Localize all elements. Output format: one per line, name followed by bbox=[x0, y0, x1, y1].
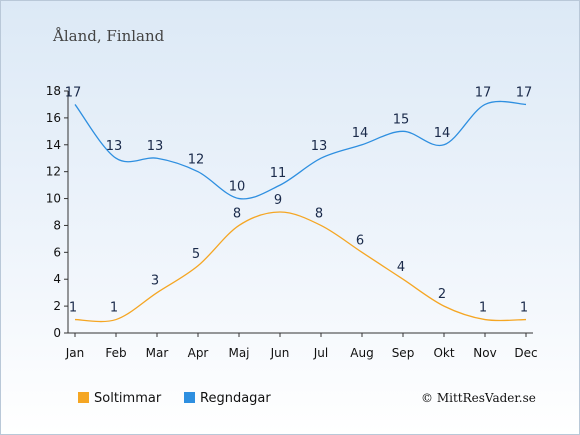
x-tick-label: Aug bbox=[350, 346, 373, 360]
x-tick-label: Jun bbox=[270, 346, 290, 360]
data-label-soltimmar: 1 bbox=[110, 301, 118, 316]
x-tick-label: Nov bbox=[473, 346, 496, 360]
data-label-regndagar: 14 bbox=[352, 126, 369, 141]
x-tick-label: Jul bbox=[313, 346, 328, 360]
legend-swatch-regndagar bbox=[184, 392, 195, 403]
x-tick-label: Jan bbox=[65, 346, 85, 360]
legend-label-regndagar: Regndagar bbox=[200, 391, 271, 406]
y-tick-label: 2 bbox=[53, 299, 61, 313]
y-tick-label: 10 bbox=[46, 192, 61, 206]
data-label-regndagar: 13 bbox=[311, 139, 328, 154]
y-tick-label: 0 bbox=[53, 326, 61, 340]
data-label-regndagar: 10 bbox=[229, 180, 246, 195]
legend-item-regndagar: Regndagar bbox=[184, 391, 271, 406]
legend-swatch-soltimmar bbox=[78, 392, 89, 403]
data-label-regndagar: 15 bbox=[393, 112, 410, 127]
y-tick-label: 12 bbox=[46, 165, 61, 179]
legend-label-soltimmar: Soltimmar bbox=[94, 391, 162, 406]
y-tick-label: 18 bbox=[46, 84, 61, 98]
x-tick-label: Feb bbox=[105, 346, 126, 360]
chart-title: Åland, Finland bbox=[53, 27, 165, 45]
legend-item-soltimmar: Soltimmar bbox=[78, 391, 161, 406]
x-tick-label: Okt bbox=[433, 346, 454, 360]
series-line-regndagar bbox=[74, 100, 527, 200]
data-label-soltimmar: 3 bbox=[151, 274, 159, 289]
data-label-soltimmar: 1 bbox=[520, 301, 528, 316]
data-label-soltimmar: 6 bbox=[356, 233, 364, 248]
data-label-soltimmar: 8 bbox=[315, 206, 323, 221]
x-tick-label: Apr bbox=[188, 346, 209, 360]
data-label-soltimmar: 1 bbox=[479, 301, 487, 316]
credit-text: © MittResVader.se bbox=[421, 391, 536, 405]
data-label-soltimmar: 9 bbox=[274, 193, 282, 208]
data-label-regndagar: 14 bbox=[434, 126, 451, 141]
data-label-soltimmar: 1 bbox=[69, 301, 77, 316]
data-label-soltimmar: 8 bbox=[233, 206, 241, 221]
data-label-regndagar: 13 bbox=[147, 139, 164, 154]
x-tick-label: Dec bbox=[514, 346, 537, 360]
data-label-regndagar: 11 bbox=[270, 166, 287, 181]
y-tick-label: 6 bbox=[53, 245, 61, 259]
data-label-regndagar: 17 bbox=[516, 85, 533, 100]
data-label-regndagar: 13 bbox=[106, 139, 123, 154]
data-label-regndagar: 17 bbox=[475, 85, 492, 100]
y-tick-label: 14 bbox=[46, 138, 61, 152]
x-tick-label: Mar bbox=[146, 346, 169, 360]
data-label-soltimmar: 5 bbox=[192, 247, 200, 262]
data-label-soltimmar: 2 bbox=[438, 287, 446, 302]
x-tick-label: Sep bbox=[392, 346, 415, 360]
data-label-soltimmar: 4 bbox=[397, 260, 405, 275]
series-line-soltimmar bbox=[74, 211, 527, 323]
x-tick-label: Maj bbox=[228, 346, 249, 360]
y-tick-label: 8 bbox=[53, 218, 61, 232]
data-label-regndagar: 12 bbox=[188, 153, 205, 168]
series-lines bbox=[74, 100, 527, 323]
y-tick-label: 16 bbox=[46, 111, 61, 125]
y-tick-label: 4 bbox=[53, 272, 61, 286]
data-label-regndagar: 17 bbox=[65, 85, 82, 100]
